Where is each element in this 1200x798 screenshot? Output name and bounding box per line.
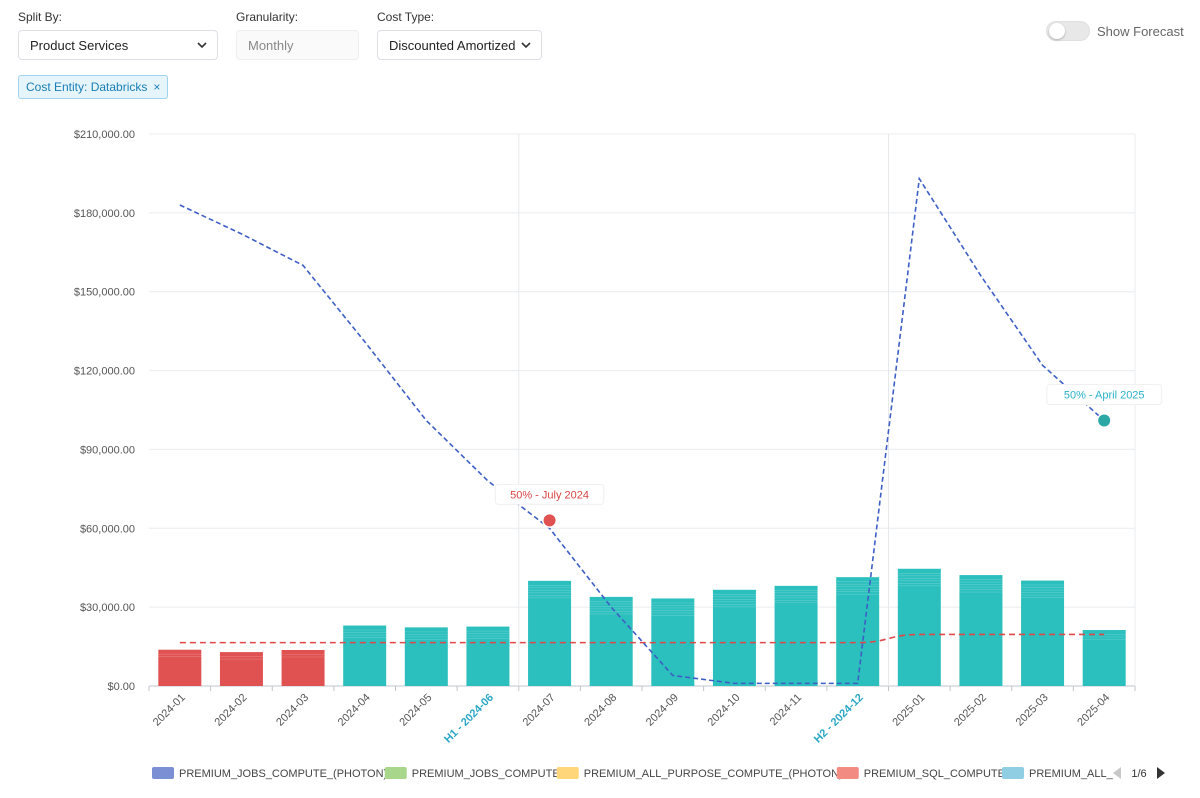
- x-tick-label: 2025-03: [1014, 692, 1051, 729]
- legend-item-label: PREMIUM_ALL_: [1029, 768, 1114, 780]
- legend-next-page-icon: [1157, 767, 1165, 779]
- x-tick-label: 2024-02: [213, 692, 250, 729]
- legend-item-label: PREMIUM_JOBS_COMPUTE: [412, 768, 560, 780]
- cost-type-value: Discounted Amortized: [389, 37, 516, 53]
- x-tick-label: 2024-01: [151, 692, 188, 729]
- x-tick-label: 2024-08: [582, 692, 619, 729]
- x-tick-label: 2024-11: [768, 692, 804, 728]
- bar-2024-03: [281, 649, 325, 686]
- x-tick-label: 2025-01: [890, 692, 927, 729]
- cost-type-label: Cost Type:: [377, 10, 435, 24]
- legend-item-label: PREMIUM_SQL_COMPUTE: [864, 768, 1005, 780]
- bar-2025-02: [959, 575, 1003, 686]
- series-line-red: [179, 633, 1105, 644]
- bar-2025-04: [1082, 630, 1126, 686]
- annotation-label: 50% - July 2024: [510, 489, 589, 501]
- show-forecast-label: Show Forecast: [1097, 24, 1184, 39]
- toggle-knob: [1049, 23, 1065, 39]
- bar-2024-08: [589, 596, 633, 686]
- remove-filter-button[interactable]: ×: [153, 80, 161, 94]
- y-tick-label: $30,000.00: [80, 602, 135, 614]
- cost-type-select[interactable]: Discounted Amortized: [377, 30, 542, 60]
- bar-2024-02: [219, 652, 263, 686]
- annotation-label: 50% - April 2025: [1064, 390, 1145, 402]
- y-tick-label: $150,000.00: [74, 287, 135, 299]
- x-tick-label: 2024-05: [397, 692, 434, 729]
- x-tick-label: 2024-04: [336, 692, 373, 729]
- bar-2024-10: [712, 589, 756, 686]
- legend-swatch: [152, 767, 174, 779]
- y-tick-label: $60,000.00: [80, 523, 135, 535]
- annotation-marker: [1098, 414, 1111, 427]
- x-tick-label: H2 - 2024-12: [812, 692, 866, 746]
- x-tick-label: 2024-09: [644, 692, 681, 729]
- y-tick-label: $180,000.00: [74, 208, 135, 220]
- bar-2024-07: [528, 580, 572, 686]
- legend-prev-page-icon: [1113, 767, 1121, 779]
- annotation-label-bg: [494, 483, 605, 505]
- bar-2025-03: [1021, 580, 1065, 686]
- y-tick-label: $210,000.00: [74, 129, 135, 141]
- granularity-label: Granularity:: [236, 10, 299, 24]
- series-line-blue: [179, 176, 1105, 685]
- bar-2025-01: [897, 568, 941, 686]
- bar-2024-01: [158, 649, 202, 686]
- chevron-down-icon: [197, 42, 207, 49]
- cost-entity-filter-tag: Cost Entity: Databricks ×: [18, 75, 169, 99]
- granularity-value: Monthly: [248, 37, 294, 53]
- x-tick-label: 2025-04: [1075, 692, 1112, 729]
- split-by-value: Product Services: [30, 37, 129, 53]
- show-forecast-toggle[interactable]: [1046, 21, 1090, 41]
- legend-swatch: [384, 767, 407, 779]
- split-by-label: Split By:: [18, 10, 63, 24]
- legend-swatch: [836, 767, 859, 779]
- x-tick-label: 2025-02: [952, 692, 989, 729]
- x-tick-label: 2024-03: [274, 692, 311, 729]
- x-tick-label: H1 - 2024-06: [442, 692, 496, 746]
- legend-page-indicator: 1/6: [1131, 768, 1146, 780]
- granularity-select[interactable]: Monthly: [236, 30, 359, 60]
- bar-2024-04: [343, 625, 387, 686]
- bar-H2-2024-12: [836, 577, 880, 686]
- legend-swatch: [556, 767, 579, 779]
- x-tick-label: 2024-10: [706, 692, 743, 729]
- x-tick-label: 2024-07: [521, 692, 558, 729]
- bar-H1-2024-06: [466, 626, 510, 686]
- annotation-label-bg: [1046, 384, 1163, 406]
- split-by-select[interactable]: Product Services: [18, 30, 218, 60]
- annotation-marker: [543, 514, 556, 527]
- legend-item-label: PREMIUM_JOBS_COMPUTE_(PHOTON): [179, 768, 387, 780]
- y-tick-label: $0.00: [107, 681, 135, 693]
- chevron-down-icon: [521, 42, 531, 49]
- bar-2024-11: [774, 585, 818, 686]
- filter-tag-text: Cost Entity: Databricks: [26, 80, 148, 94]
- bar-2024-05: [404, 627, 448, 686]
- y-tick-label: $90,000.00: [80, 444, 135, 456]
- legend-swatch: [1002, 767, 1024, 779]
- legend-item-label: PREMIUM_ALL_PURPOSE_COMPUTE_(PHOTON): [584, 768, 843, 780]
- y-tick-label: $120,000.00: [74, 366, 135, 378]
